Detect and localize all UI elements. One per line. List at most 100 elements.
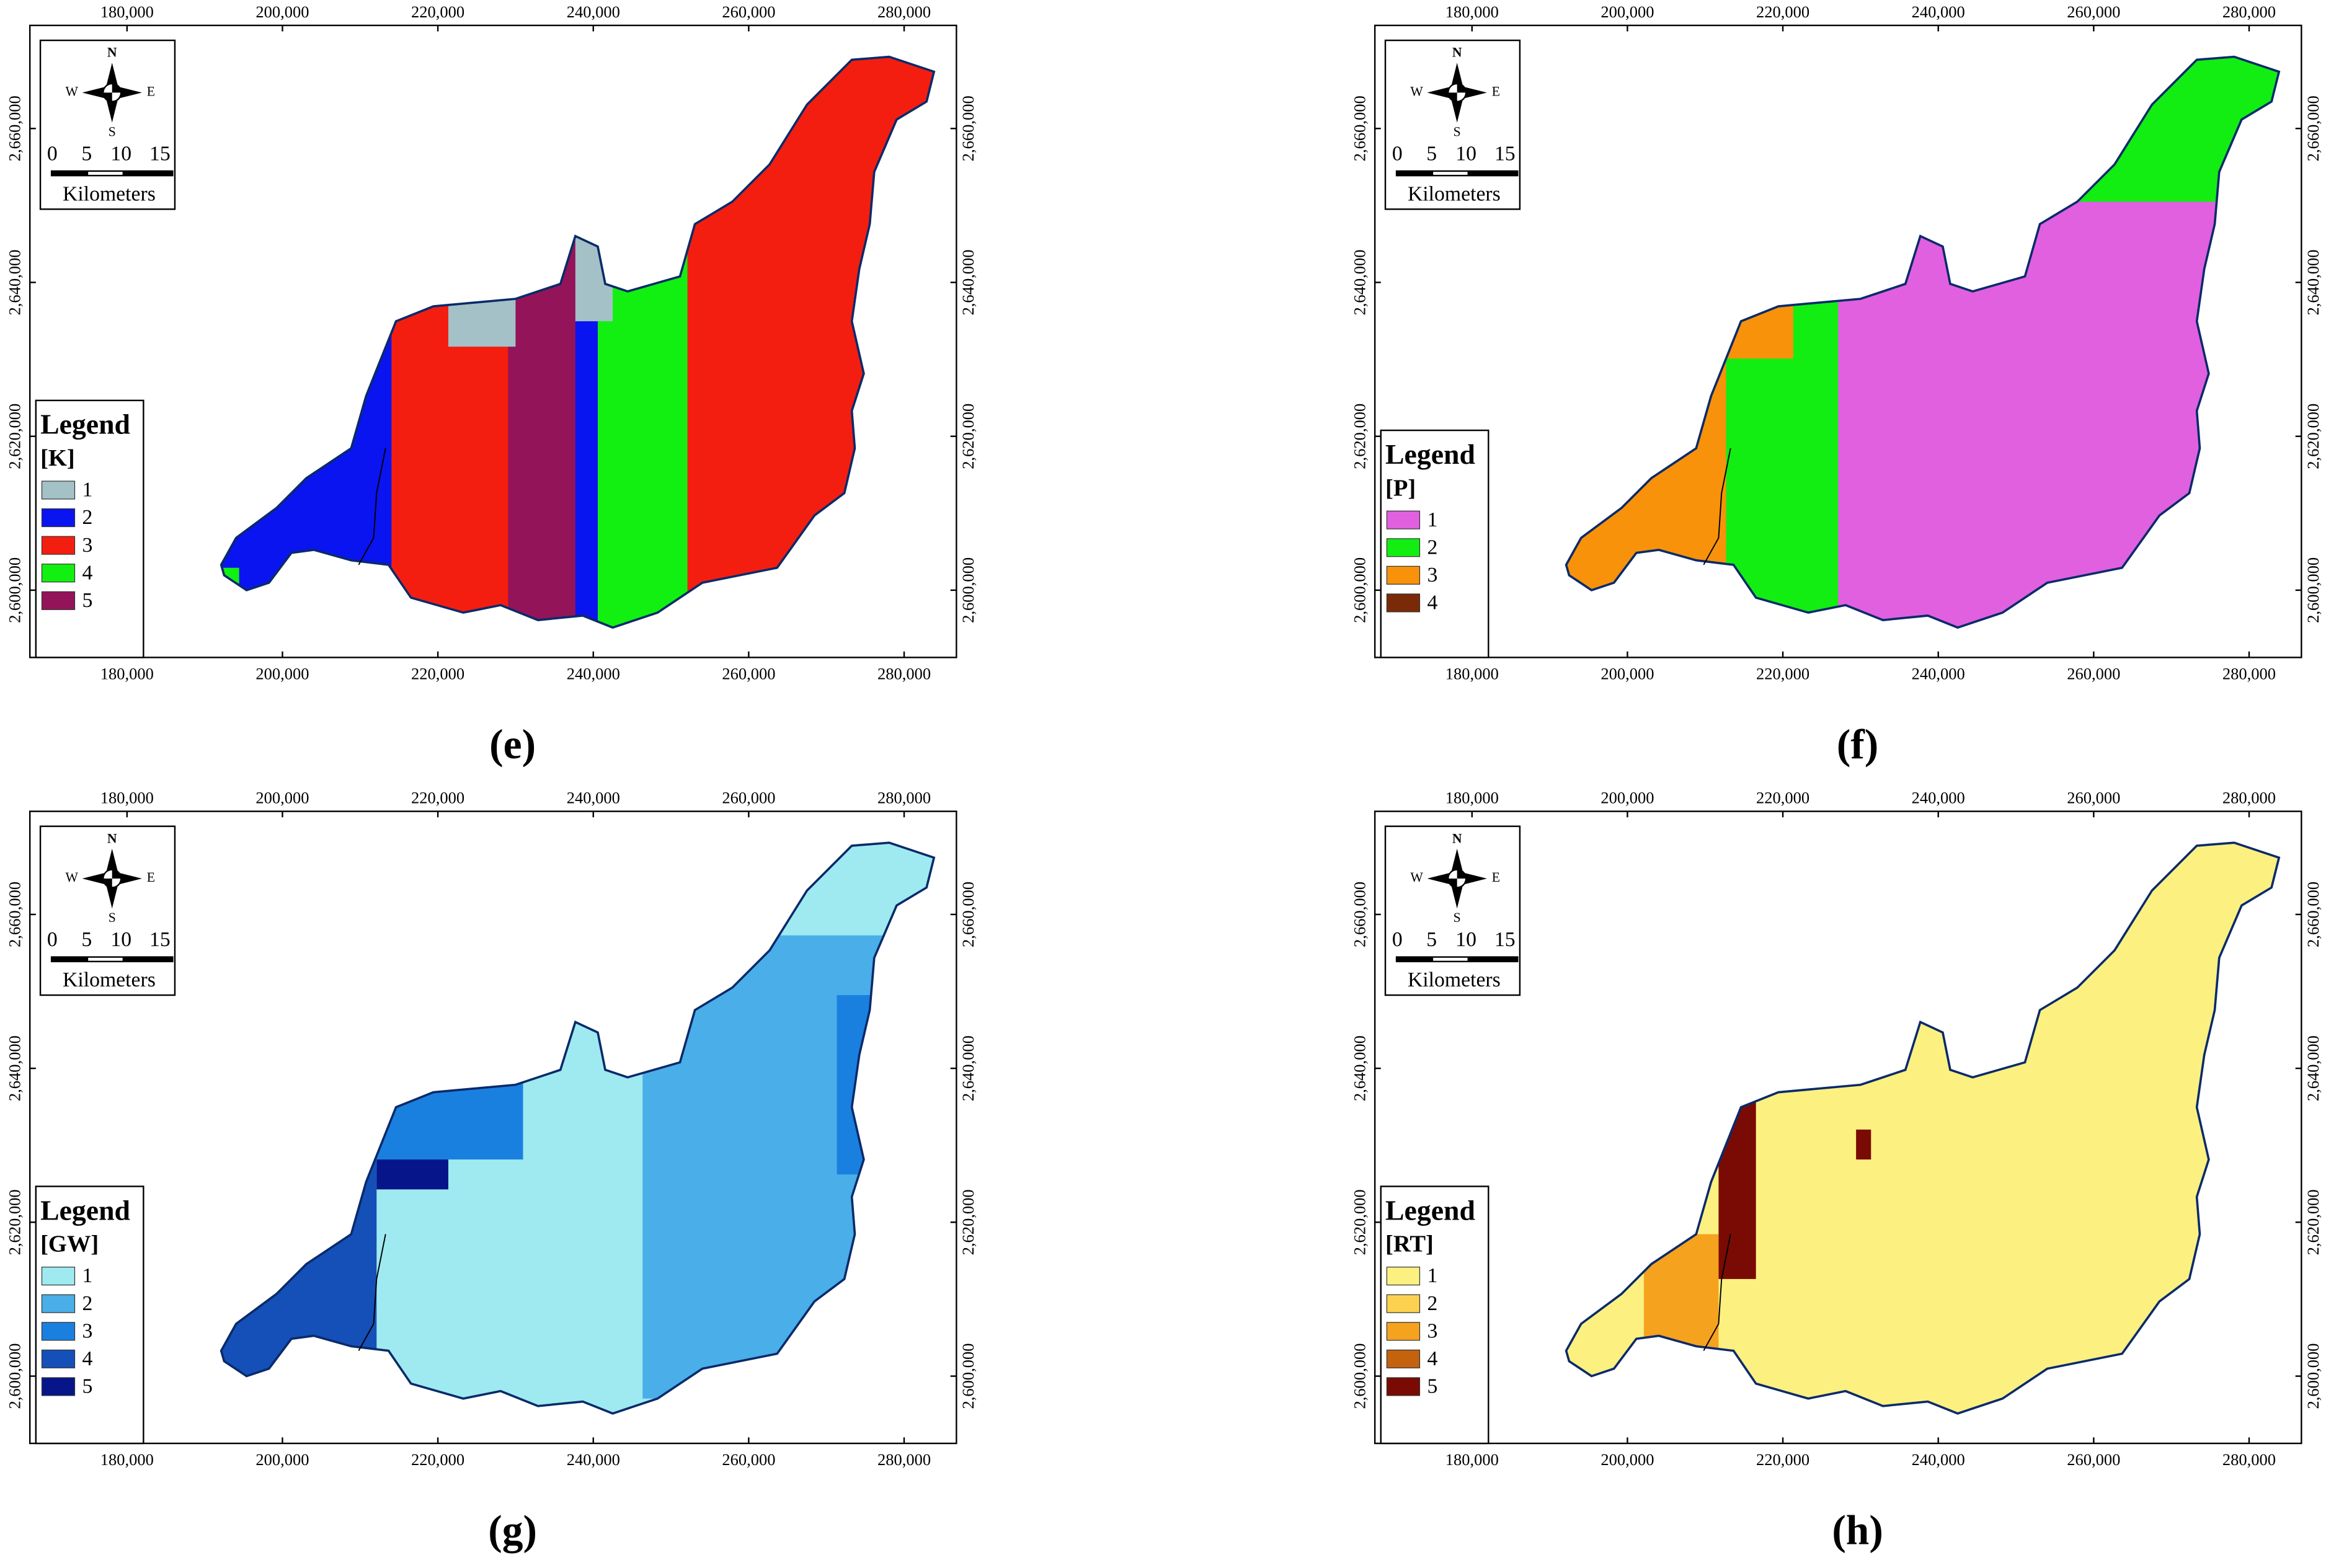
scale-bar-seg	[1433, 172, 1468, 175]
compass-n: N	[107, 45, 117, 60]
x-tick-label: 240,000	[567, 664, 620, 683]
scale-unit: Kilometers	[63, 182, 156, 205]
compass-e: E	[147, 870, 155, 885]
panel-caption: (f)	[1837, 721, 1878, 768]
x-tick-label: 260,000	[722, 2, 775, 21]
compass-box	[1384, 39, 1521, 210]
compass-s: S	[109, 124, 116, 139]
scale-label: 0	[47, 142, 58, 165]
zone	[508, 224, 575, 628]
map-panel: 180,000 180,000 200,000 200,000 220,000 220,0…	[1351, 788, 2323, 1553]
x-tick-label: 180,000	[100, 788, 154, 807]
y-tick-label: 2,660,000	[1351, 882, 1369, 947]
legend-label: 2	[1427, 1292, 1437, 1315]
legend-label: 3	[1427, 564, 1437, 587]
compass-w: W	[65, 84, 78, 99]
y-tick-label: 2,660,000	[959, 882, 977, 947]
legend-swatch	[41, 1267, 76, 1286]
legend-swatch	[41, 1294, 76, 1313]
legend-swatch	[41, 536, 76, 555]
scale-label: 15	[1494, 928, 1516, 951]
legend-label: 4	[1427, 591, 1437, 614]
x-tick-label: 220,000	[411, 1450, 464, 1469]
x-tick-label: 240,000	[1912, 1450, 1965, 1469]
x-tick-label: 200,000	[1600, 788, 1654, 807]
panel-caption: (e)	[489, 721, 536, 768]
compass-quarters	[103, 869, 122, 888]
legend-swatch	[41, 591, 76, 610]
compass-n: N	[1452, 45, 1462, 60]
legend-box	[1380, 1185, 1489, 1445]
legend-label: 2	[1427, 536, 1437, 559]
scale-label: 0	[1392, 142, 1403, 165]
compass-quarters	[1448, 83, 1467, 102]
scale-label: 15	[149, 142, 171, 165]
x-tick-label: 260,000	[2067, 664, 2120, 683]
x-tick-label: 200,000	[1600, 2, 1654, 21]
y-tick-label: 2,600,000	[1351, 1344, 1369, 1409]
scale-bar-seg	[88, 172, 123, 175]
x-tick-label: 280,000	[877, 664, 931, 683]
legend-label: 3	[82, 1319, 93, 1342]
y-tick-label: 2,640,000	[6, 249, 24, 315]
legend-label: 5	[82, 589, 93, 612]
y-tick-label: 2,640,000	[2304, 1035, 2322, 1101]
legend-title: Legend	[1385, 1194, 1475, 1226]
legend-swatch	[1386, 565, 1421, 585]
legend-swatch	[1386, 593, 1421, 613]
legend-swatch	[41, 508, 76, 528]
river	[1703, 1234, 1731, 1352]
basin-outline	[220, 55, 936, 629]
scale-label: 5	[1426, 928, 1437, 951]
x-tick-label: 200,000	[1600, 664, 1654, 683]
x-tick-label: 240,000	[1912, 2, 1965, 21]
legend-label: 1	[82, 1264, 93, 1287]
compass-quarters	[1448, 869, 1467, 888]
x-tick-label: 200,000	[255, 664, 309, 683]
compass-box	[1384, 825, 1521, 996]
y-tick-label: 2,600,000	[959, 1344, 977, 1409]
x-tick-label: 240,000	[567, 2, 620, 21]
x-tick-label: 280,000	[877, 2, 931, 21]
zone	[575, 224, 598, 628]
y-tick-label: 2,640,000	[959, 249, 977, 315]
legend-swatch	[1386, 1349, 1421, 1368]
x-tick-label: 220,000	[1756, 1450, 1809, 1469]
y-tick-label: 2,620,000	[959, 1189, 977, 1255]
map-panel: 180,000 180,000 200,000 200,000 220,000 220,0…	[6, 2, 978, 768]
scale-bar-seg	[1433, 957, 1468, 961]
y-tick-label: 2,660,000	[1351, 95, 1369, 161]
scale-unit: Kilometers	[63, 968, 156, 991]
x-tick-label: 200,000	[255, 1450, 309, 1469]
scale-label: 0	[1392, 928, 1403, 951]
legend-variable: [GW]	[40, 1231, 99, 1257]
scale-label: 10	[110, 928, 131, 951]
legend-label: 3	[1427, 1319, 1437, 1342]
legend-swatch	[41, 1377, 76, 1396]
compass-e: E	[147, 84, 155, 99]
legend-swatch	[1386, 1322, 1421, 1341]
scale-label: 10	[1455, 928, 1476, 951]
legend-swatch	[1386, 1267, 1421, 1286]
legend-swatch	[1386, 1377, 1421, 1396]
scale-label: 0	[47, 928, 58, 951]
x-tick-label: 180,000	[1445, 1450, 1499, 1469]
y-tick-label: 2,620,000	[1351, 404, 1369, 469]
legend-swatch	[41, 1349, 76, 1368]
x-tick-label: 260,000	[722, 664, 775, 683]
legend-label: 1	[82, 479, 93, 502]
y-tick-label: 2,620,000	[6, 404, 24, 469]
compass-n: N	[1452, 831, 1462, 846]
x-tick-label: 260,000	[722, 788, 775, 807]
legend-label: 1	[1427, 508, 1437, 531]
panel-caption: (h)	[1832, 1507, 1883, 1554]
x-tick-label: 280,000	[2222, 664, 2276, 683]
y-tick-label: 2,660,000	[6, 95, 24, 161]
legend-swatch	[41, 564, 76, 583]
x-tick-label: 180,000	[100, 2, 154, 21]
compass-s: S	[1454, 124, 1461, 139]
compass-s: S	[1454, 910, 1461, 925]
compass-w: W	[1410, 84, 1423, 99]
legend-swatch	[1386, 1294, 1421, 1313]
y-tick-label: 2,620,000	[1351, 1189, 1369, 1255]
